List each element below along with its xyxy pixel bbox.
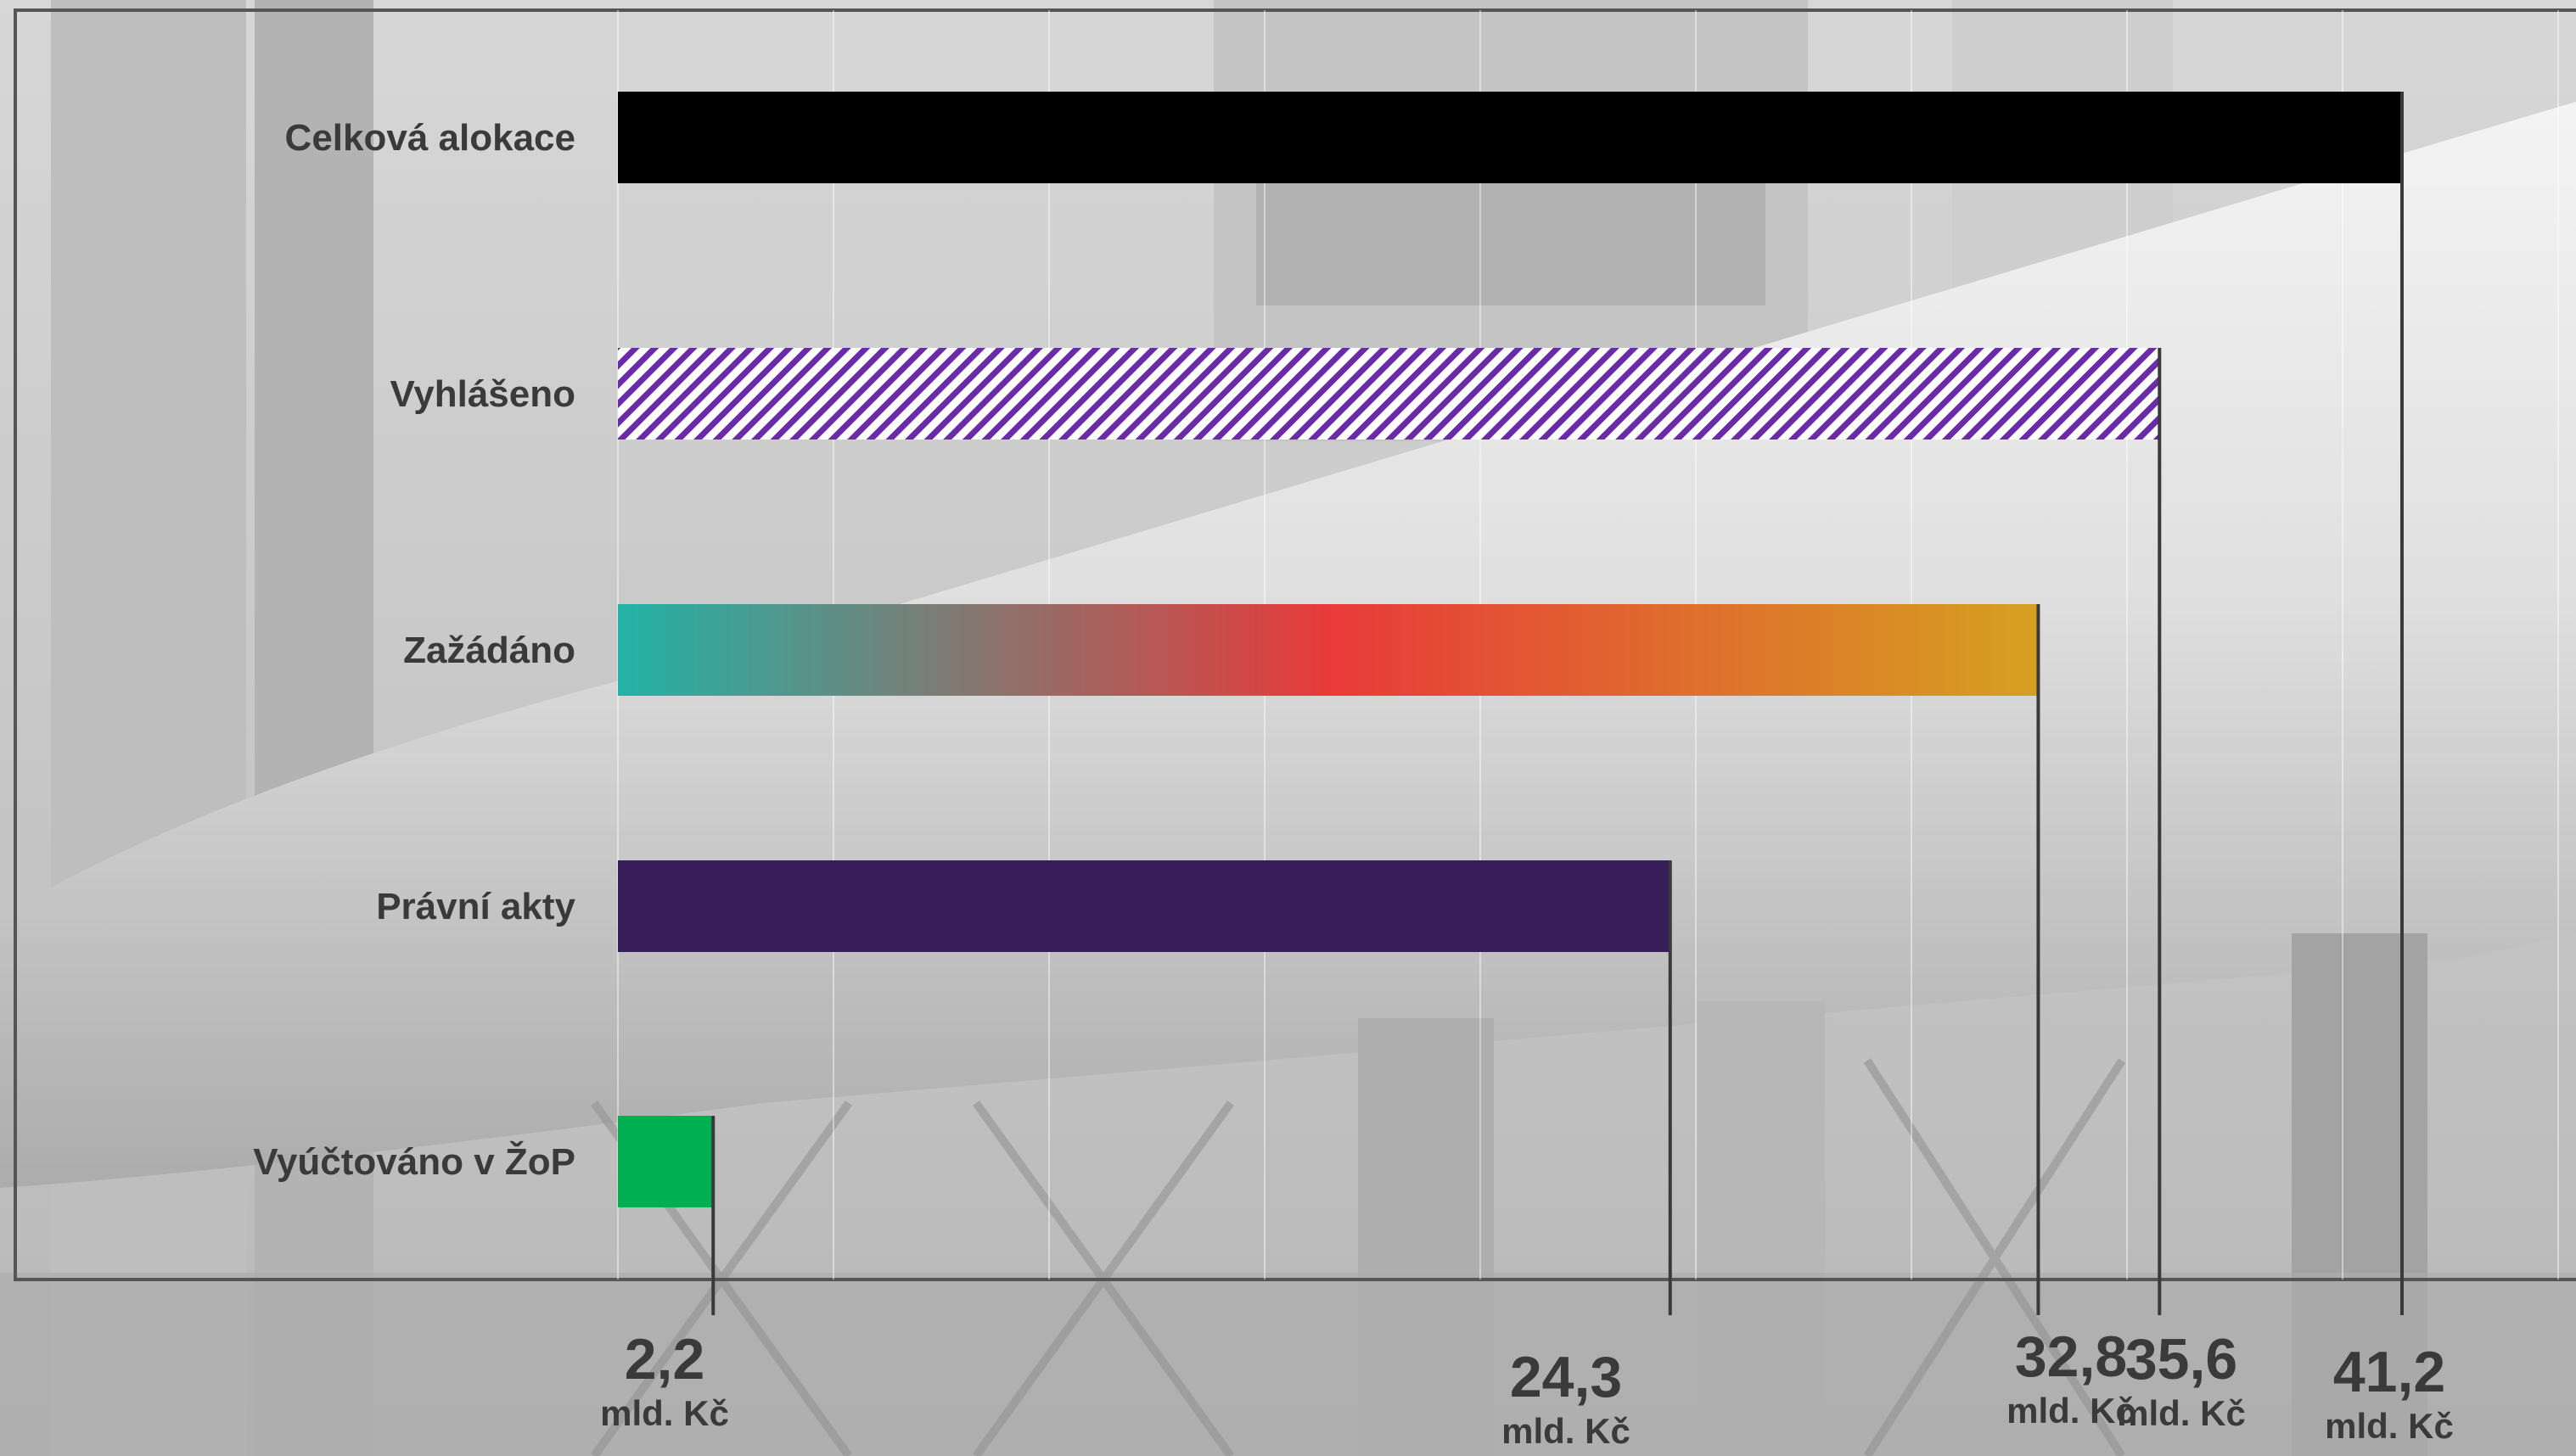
bar-2: [618, 604, 2039, 696]
bars: [618, 92, 2402, 1207]
value-label: 35,6: [2125, 1327, 2237, 1392]
bar-1: [618, 348, 2160, 440]
value-label: 2,2: [625, 1327, 705, 1392]
category-label: Celková alokace: [285, 117, 575, 159]
unit-label: mld. Kč: [2006, 1391, 2135, 1431]
value-leader-lines: [711, 92, 2404, 1315]
category-label: Vyhlášeno: [390, 373, 575, 415]
category-label: Právní akty: [376, 886, 575, 927]
bar-3: [618, 860, 1670, 952]
category-label: Vyúčtováno v ŽoP: [253, 1140, 575, 1183]
unit-label: mld. Kč: [2325, 1406, 2454, 1446]
category-labels: Celková alokace Vyhlášeno Zažádáno Právní a…: [253, 117, 575, 1183]
unit-label: mld. Kč: [2117, 1393, 2246, 1433]
unit-label: mld. Kč: [1501, 1411, 1630, 1451]
value-label: 41,2: [2333, 1340, 2445, 1404]
bar-4: [618, 1116, 714, 1207]
plot-frame: [14, 8, 2576, 1281]
unit-label: mld. Kč: [600, 1393, 729, 1433]
bar-0: [618, 92, 2402, 183]
category-label: Zažádáno: [403, 630, 575, 671]
value-label: 24,3: [1510, 1345, 1622, 1409]
value-label: 32,8: [2015, 1324, 2127, 1389]
